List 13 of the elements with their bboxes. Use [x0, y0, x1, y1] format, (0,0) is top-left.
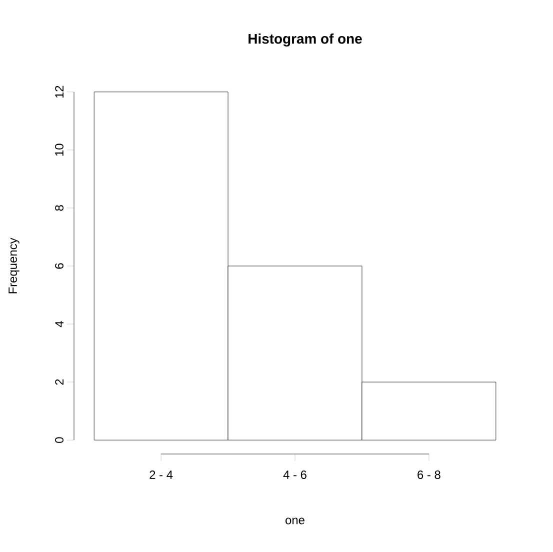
- x-axis-title: one: [286, 518, 304, 524]
- y-tick-label: 10: [55, 144, 64, 156]
- x-tick-label: 4 - 6: [283, 470, 306, 479]
- y-tick-label: 12: [55, 86, 64, 98]
- x-tick-label: 2 - 4: [150, 470, 173, 479]
- x-tick-label: 6 - 8: [418, 470, 440, 479]
- chart-title: Histogram of one: [248, 33, 362, 47]
- y-tick-label: 4: [55, 321, 64, 328]
- y-tick-label: 0: [55, 437, 64, 443]
- y-tick-label: 2: [55, 379, 64, 385]
- y-tick-label: 6: [55, 263, 64, 269]
- y-axis-title: Frequency: [8, 238, 20, 294]
- y-tick-label: 8: [55, 205, 64, 211]
